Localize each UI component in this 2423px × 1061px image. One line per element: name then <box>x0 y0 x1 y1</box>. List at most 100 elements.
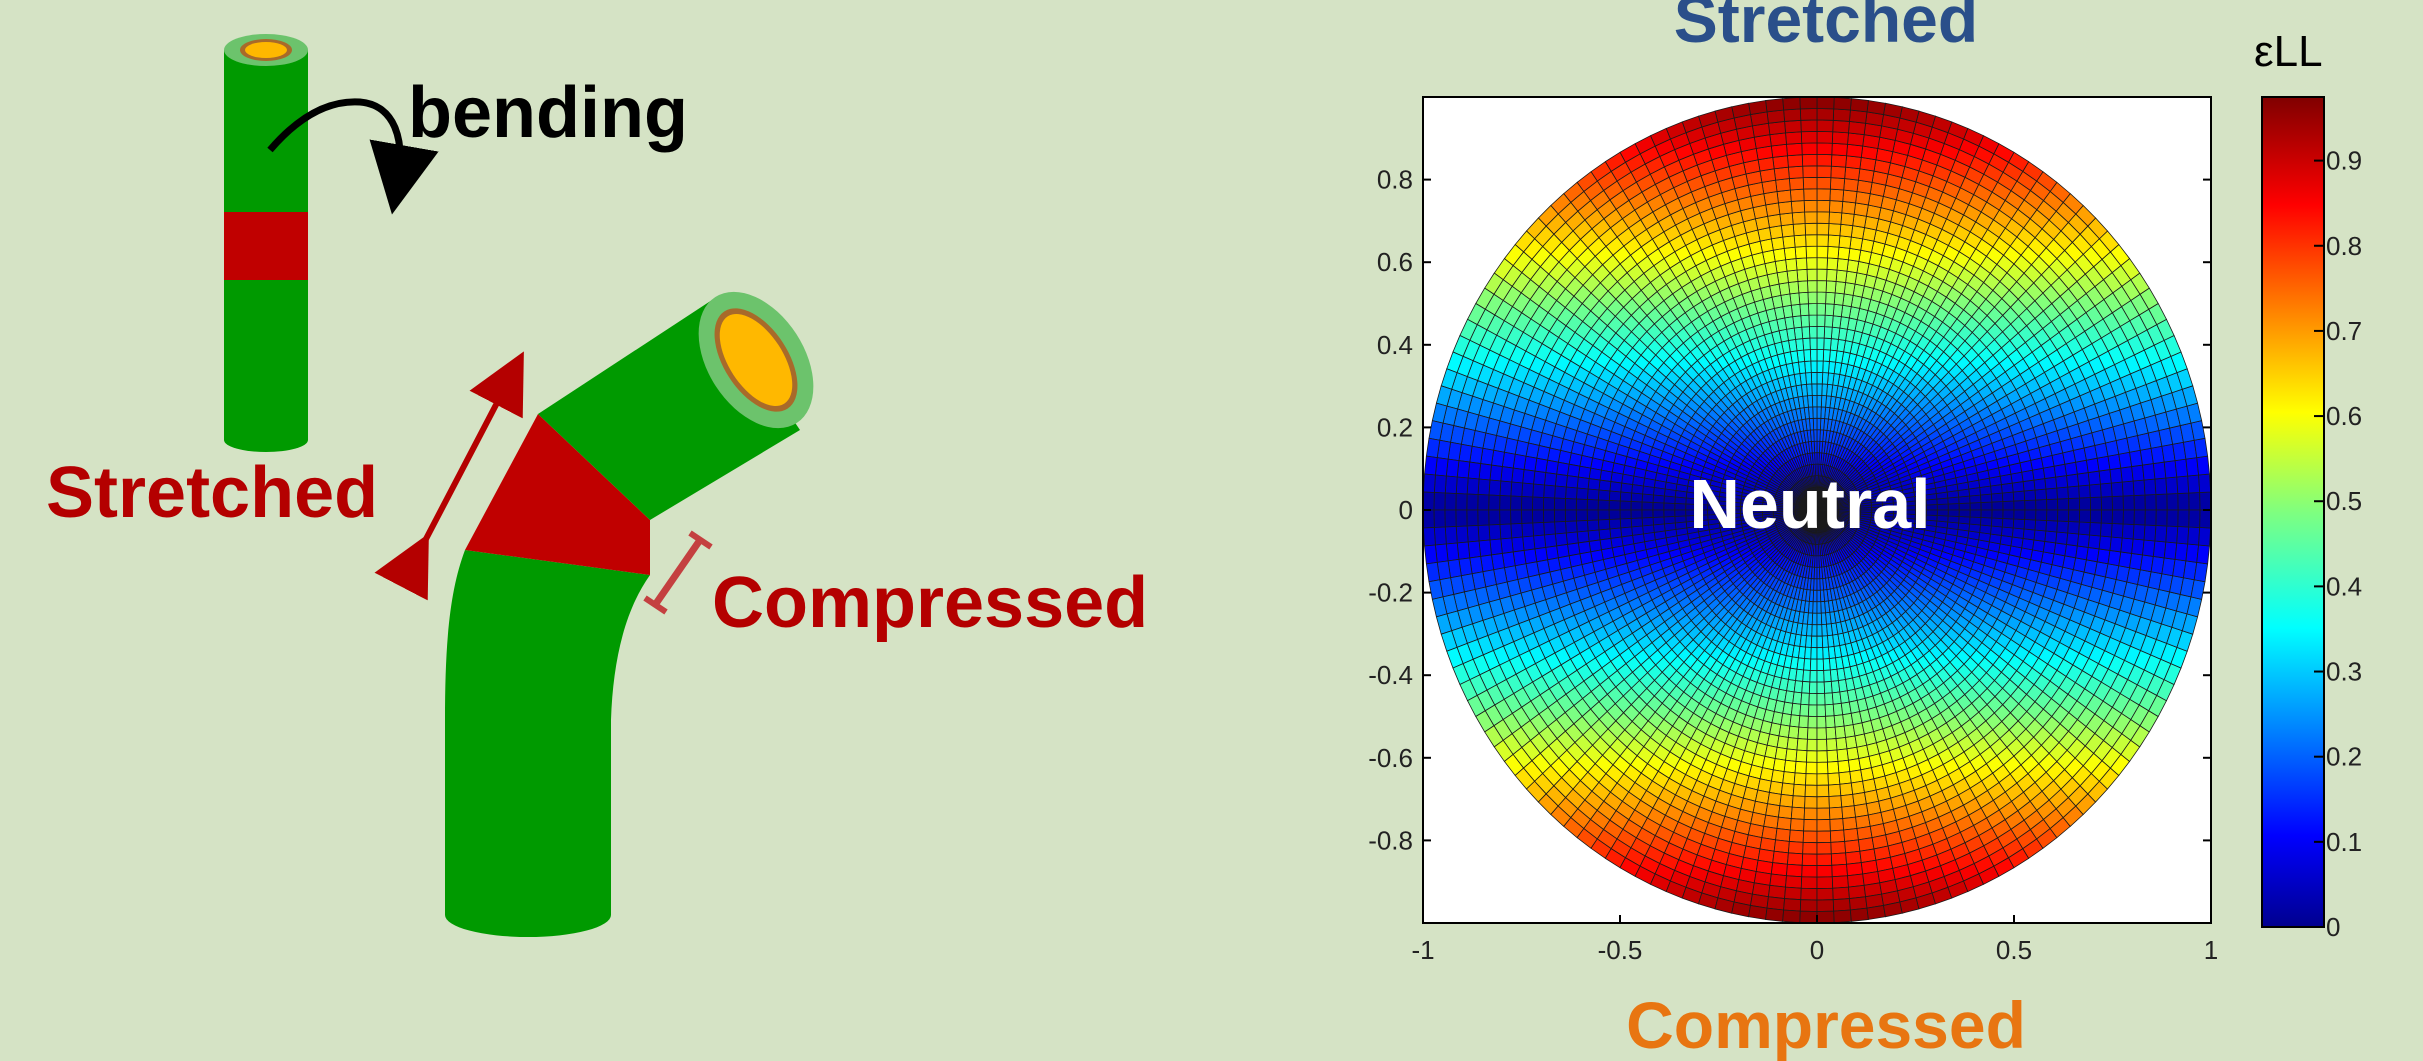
disc-cell <box>1542 509 1555 523</box>
disc-cell <box>2100 482 2113 498</box>
disc-cell <box>1813 578 1818 591</box>
disc-cell <box>1816 853 1833 867</box>
disc-cell <box>2155 493 2168 511</box>
disc-cell <box>1826 738 1838 752</box>
disc-cell <box>2131 538 2145 556</box>
disc-cell <box>1543 484 1556 499</box>
disc-cell <box>2155 509 2168 527</box>
disc-cell <box>1488 494 1501 511</box>
disc-cell <box>1511 467 1525 484</box>
disc-cell <box>1816 635 1824 649</box>
disc-cell <box>1433 474 1447 494</box>
disc-cell <box>2120 466 2134 483</box>
disc-cell <box>2056 520 2069 534</box>
disc-cell <box>1565 475 1579 489</box>
disc-cell <box>1816 406 1822 419</box>
disc-cell <box>1804 796 1818 809</box>
disc-cell <box>1822 349 1831 362</box>
disc-cell <box>1806 750 1818 763</box>
disc-cell <box>1778 724 1791 738</box>
disc-cell <box>1674 496 1687 505</box>
disc-cell <box>1489 464 1503 482</box>
disc-cell <box>1767 884 1786 900</box>
disc-cell <box>1805 234 1818 247</box>
disc-cell <box>2076 533 2091 548</box>
disc-cell <box>2001 526 2014 538</box>
disc-cell <box>2177 492 2190 511</box>
disc-cell <box>1847 873 1865 888</box>
disc-cell <box>1785 748 1798 762</box>
disc-cell <box>1835 269 1848 283</box>
disc-cell <box>2034 488 2048 501</box>
disc-cell <box>1478 539 1492 557</box>
disc-cell <box>2076 472 2091 487</box>
disc-cell <box>1800 119 1818 133</box>
disc-cell <box>1444 509 1457 528</box>
disc-cell <box>2087 470 2101 486</box>
disc-cell <box>2022 528 2036 541</box>
disc-cell <box>1947 503 1960 511</box>
disc-cell <box>1797 280 1809 294</box>
disc-cell <box>1467 540 1482 559</box>
disc-cell <box>1796 268 1808 282</box>
disc-cell <box>1810 647 1818 660</box>
disc-cell <box>1674 509 1687 517</box>
disc-cell <box>1599 469 1613 482</box>
disc-cell <box>2154 477 2168 495</box>
disc-cell <box>1522 535 1536 551</box>
disc-cell <box>1652 502 1665 511</box>
disc-cell <box>1816 440 1821 454</box>
disc-cell <box>2174 458 2189 478</box>
disc-cell <box>1799 108 1818 121</box>
disc-cell <box>1816 222 1830 236</box>
disc-cell <box>1801 681 1811 694</box>
disc-cell <box>1455 509 1468 527</box>
disc-cell <box>1787 841 1804 855</box>
disc-cell <box>1810 371 1818 385</box>
disc-cell <box>1433 509 1446 528</box>
disc-cell <box>1499 495 1512 511</box>
disc-cell <box>1828 211 1843 225</box>
disc-cell <box>2055 475 2069 489</box>
disc-cell <box>1790 200 1806 214</box>
straight-tube <box>224 34 308 452</box>
disc-cell <box>1823 681 1833 694</box>
disc-cell <box>1789 188 1805 202</box>
disc-cell <box>2066 473 2080 488</box>
disc-cell <box>2111 509 2124 525</box>
disc-cell <box>1608 490 1622 502</box>
disc-cell <box>1833 292 1845 306</box>
disc-cell <box>2100 509 2113 524</box>
disc-cell <box>1828 795 1843 809</box>
disc-cell <box>1773 166 1790 181</box>
disc-cell <box>1816 142 1833 156</box>
disc-cell <box>1848 120 1867 136</box>
disc-cell <box>1652 509 1665 518</box>
disc-cell <box>1827 234 1841 248</box>
disc-cell <box>1785 875 1803 889</box>
disc-cell <box>1532 483 1545 498</box>
disc-cell <box>1816 188 1831 201</box>
disc-cell <box>1991 501 2004 511</box>
disc-cell <box>1642 485 1655 496</box>
disc-cell <box>2067 485 2080 499</box>
disc-cell <box>1433 526 1447 546</box>
disc-cell <box>1806 257 1818 270</box>
disc-cell <box>1786 737 1799 751</box>
disc-cell <box>2068 497 2081 511</box>
disc-cell <box>1816 692 1826 706</box>
disc-cell <box>1821 383 1828 397</box>
disc-cell <box>1936 503 1949 511</box>
disc-cell <box>1828 783 1842 797</box>
disc-cell <box>1608 500 1621 511</box>
disc-cell <box>1793 772 1807 786</box>
disc-cell <box>1813 566 1818 580</box>
disc-cell <box>1791 795 1806 809</box>
disc-cell <box>1641 493 1654 503</box>
disc-cell <box>2032 539 2046 553</box>
strain-disc <box>1423 97 2211 923</box>
disc-cell <box>1499 509 1512 525</box>
disc-cell <box>1799 303 1810 317</box>
disc-cell <box>1510 495 1523 511</box>
disc-cell <box>1847 132 1865 147</box>
